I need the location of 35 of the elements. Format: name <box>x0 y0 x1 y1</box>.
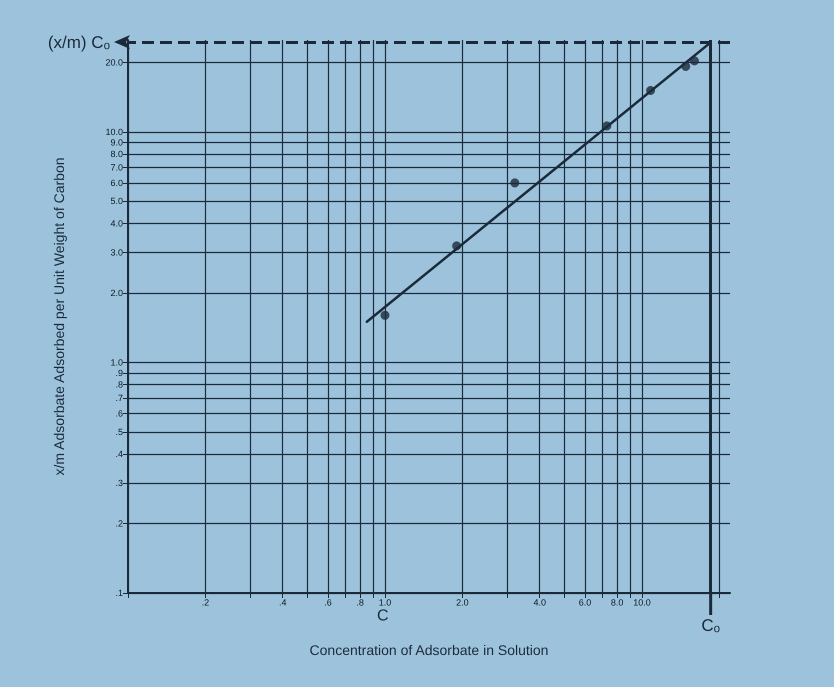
y-tick-label: .7 <box>115 393 123 404</box>
y-tick-label: 9.0 <box>110 137 123 148</box>
y-tick-label: .3 <box>115 478 123 488</box>
x-tick-label: 10.0 <box>633 598 651 608</box>
y-tick-label: 10.0 <box>105 126 123 137</box>
y-tick-label: 4.0 <box>110 218 123 229</box>
x-tick-label: 6.0 <box>578 598 592 608</box>
y-tick-label: .5 <box>115 426 123 437</box>
y-tick-label: 5.0 <box>110 196 123 206</box>
y-tick-label: .9 <box>115 368 123 378</box>
y-tick-label: 8.0 <box>110 149 123 160</box>
y-tick-label: 1.0 <box>110 357 123 368</box>
x-axis-title: Concentration of Adsorbate in Solution <box>310 642 548 658</box>
y-axis-title: x/m Adsorbate Adsorbed per Unit Weight of Carbon <box>51 157 67 476</box>
x-tick-label: .4 <box>278 598 286 608</box>
y-tick-label: .8 <box>115 380 123 390</box>
y-tick-label: 6.0 <box>110 178 123 188</box>
x-tick-label: .2 <box>202 598 210 608</box>
y-tick-label: .2 <box>115 518 123 529</box>
y-tick-label: 7.0 <box>110 162 123 172</box>
x-tick-label: 4.0 <box>533 598 546 608</box>
x-tick-label: 1.0 <box>378 598 392 608</box>
ref-line-label: (x/m) Cₒ <box>48 32 110 52</box>
y-tick-label: 2.0 <box>110 288 123 298</box>
text: C <box>377 608 389 624</box>
y-tick-label: .4 <box>115 449 123 460</box>
y-tick-label: 3.0 <box>110 247 123 258</box>
y-tick-label: 20.0 <box>105 57 123 68</box>
y-tick-label: .6 <box>115 408 123 419</box>
x-tick-label: .6 <box>324 598 332 608</box>
x-tick-label: 2.0 <box>456 598 469 608</box>
y-tick-label: .1 <box>115 588 123 598</box>
x-tick-label: 8.0 <box>610 598 624 608</box>
x-tick-label: .8 <box>356 598 364 608</box>
ref-line-label: Cₒ <box>701 616 720 635</box>
